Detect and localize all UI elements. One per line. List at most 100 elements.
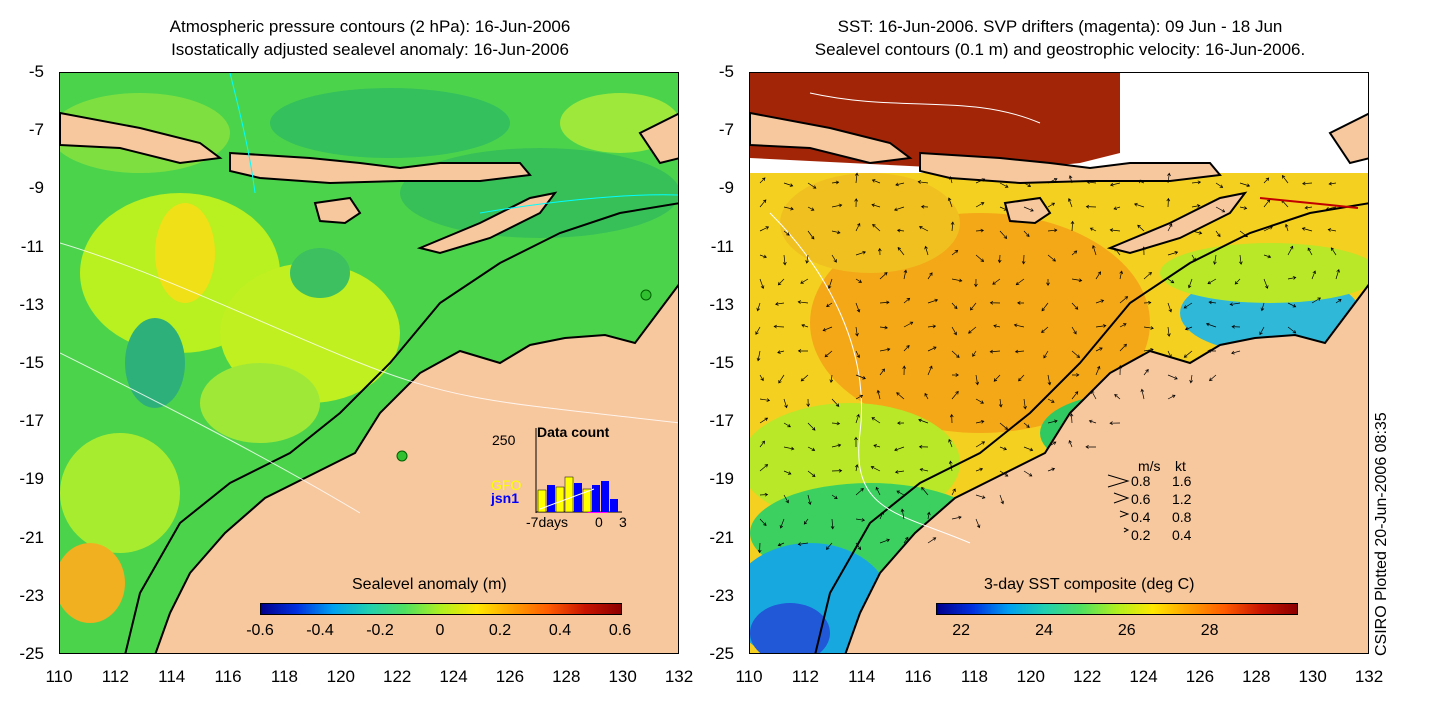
velocity-arrow <box>759 199 767 208</box>
velocity-arrow <box>975 419 985 424</box>
velocity-arrow <box>759 226 770 232</box>
left-latitude-tick: -9 <box>28 178 44 198</box>
velocity-arrow <box>894 470 905 474</box>
left-colorbar-tick: -0.4 <box>306 622 334 639</box>
inset-bar <box>555 486 565 513</box>
velocity-arrow <box>1109 421 1121 425</box>
velocity-arrow <box>903 345 910 352</box>
velocity-arrow <box>1071 250 1078 256</box>
velocity-legend-ms-3: 0.2 <box>1131 527 1151 543</box>
velocity-arrow <box>1017 301 1025 305</box>
velocity-arrow <box>950 221 955 232</box>
velocity-arrow <box>902 365 907 376</box>
velocity-arrow <box>1140 388 1145 400</box>
velocity-arrow <box>1239 206 1248 210</box>
velocity-legend-header-ms: m/s <box>1138 458 1161 474</box>
inset-tick-start: -7days <box>526 514 569 530</box>
velocity-legend-header-kt: kt <box>1175 458 1186 474</box>
australia-land <box>844 284 1368 653</box>
right-longitude-tick: 116 <box>904 667 932 686</box>
velocity-arrow <box>783 206 794 211</box>
velocity-arrow <box>1023 182 1032 187</box>
velocity-arrow <box>1119 323 1127 328</box>
velocity-arrow <box>1067 198 1073 208</box>
velocity-arrow <box>951 278 963 283</box>
left-colorbar-tick: 0.6 <box>608 622 632 639</box>
velocity-arrow <box>968 326 977 334</box>
velocity-arrow <box>918 226 929 232</box>
velocity-arrow <box>831 230 841 235</box>
inset-title: Data count <box>537 424 610 440</box>
velocity-arrow <box>775 302 785 306</box>
velocity-legend-ms-2: 0.4 <box>1131 509 1151 525</box>
velocity-arrow <box>896 392 905 400</box>
velocity-arrow <box>1215 230 1221 238</box>
left-latitude-tick: -7 <box>28 120 44 140</box>
right-longitude-tick: 124 <box>1129 667 1158 686</box>
velocity-arrow <box>903 269 908 280</box>
velocity-arrow <box>924 245 929 256</box>
velocity-legend-ms-0: 0.8 <box>1131 473 1151 489</box>
velocity-arrow <box>1231 350 1241 355</box>
velocity-arrow <box>927 298 939 304</box>
velocity-arrow <box>1166 197 1171 208</box>
pressure-contour <box>60 352 361 514</box>
velocity-arrow <box>855 222 861 232</box>
right-longitude-tick: 110 <box>735 667 763 686</box>
velocity-arrow <box>831 203 843 208</box>
velocity-arrow <box>897 421 905 425</box>
left-longitude-tick: 130 <box>608 667 637 686</box>
inset-max-label: 250 <box>492 432 516 448</box>
velocity-arrow <box>779 518 785 529</box>
inset-drifter-marker <box>588 512 608 513</box>
velocity-arrow <box>756 350 761 362</box>
velocity-arrow <box>759 177 766 184</box>
velocity-arrow <box>826 302 833 307</box>
velocity-arrow <box>797 300 809 304</box>
velocity-arrow <box>1023 422 1030 428</box>
pressure-contour <box>229 73 256 194</box>
right-colorbar-tick: 22 <box>952 622 971 639</box>
velocity-arrow <box>1114 393 1121 400</box>
velocity-arrow <box>855 302 861 313</box>
left-colorbar-tick: 0.4 <box>548 622 572 639</box>
pressure-contour <box>60 242 678 424</box>
velocity-arrow <box>1137 179 1145 184</box>
velocity-arrow <box>1047 419 1058 424</box>
velocity-arrow <box>1095 324 1107 328</box>
right-latitude-tick: -9 <box>718 178 734 198</box>
velocity-arrow <box>1141 246 1146 256</box>
australia-land <box>154 284 678 653</box>
velocity-arrow <box>807 494 812 505</box>
velocity-arrow <box>1114 247 1121 256</box>
velocity-arrow <box>970 302 977 311</box>
inset-bar <box>592 485 600 512</box>
velocity-arrow <box>975 494 986 499</box>
velocity-arrow <box>1119 270 1124 280</box>
right-colorbar-tick: 26 <box>1117 622 1136 639</box>
velocity-arrow <box>797 349 809 353</box>
velocity-arrow <box>1263 199 1271 208</box>
velocity-arrow <box>999 230 1008 239</box>
velocity-arrow <box>999 470 1009 477</box>
velocity-arrow <box>855 413 860 424</box>
velocity-arrow <box>855 326 859 337</box>
island-east <box>638 112 678 165</box>
velocity-arrow <box>759 492 769 497</box>
left-colorbar <box>260 603 622 615</box>
velocity-arrow <box>777 542 785 547</box>
velocity-arrow <box>895 182 905 187</box>
velocity-arrow <box>1209 374 1217 382</box>
velocity-arrow <box>1239 230 1248 238</box>
velocity-arrow <box>1047 254 1056 262</box>
velocity-arrow <box>1089 227 1097 232</box>
velocity-legend-arrow <box>1107 474 1130 488</box>
velocity-arrow <box>778 374 785 384</box>
inset-bar <box>537 489 547 513</box>
velocity-arrow <box>951 390 959 400</box>
velocity-arrow <box>800 374 809 382</box>
sst-region <box>780 173 960 273</box>
velocity-arrow <box>949 176 953 184</box>
velocity-arrow <box>1109 228 1121 232</box>
velocity-arrow <box>989 300 1001 305</box>
